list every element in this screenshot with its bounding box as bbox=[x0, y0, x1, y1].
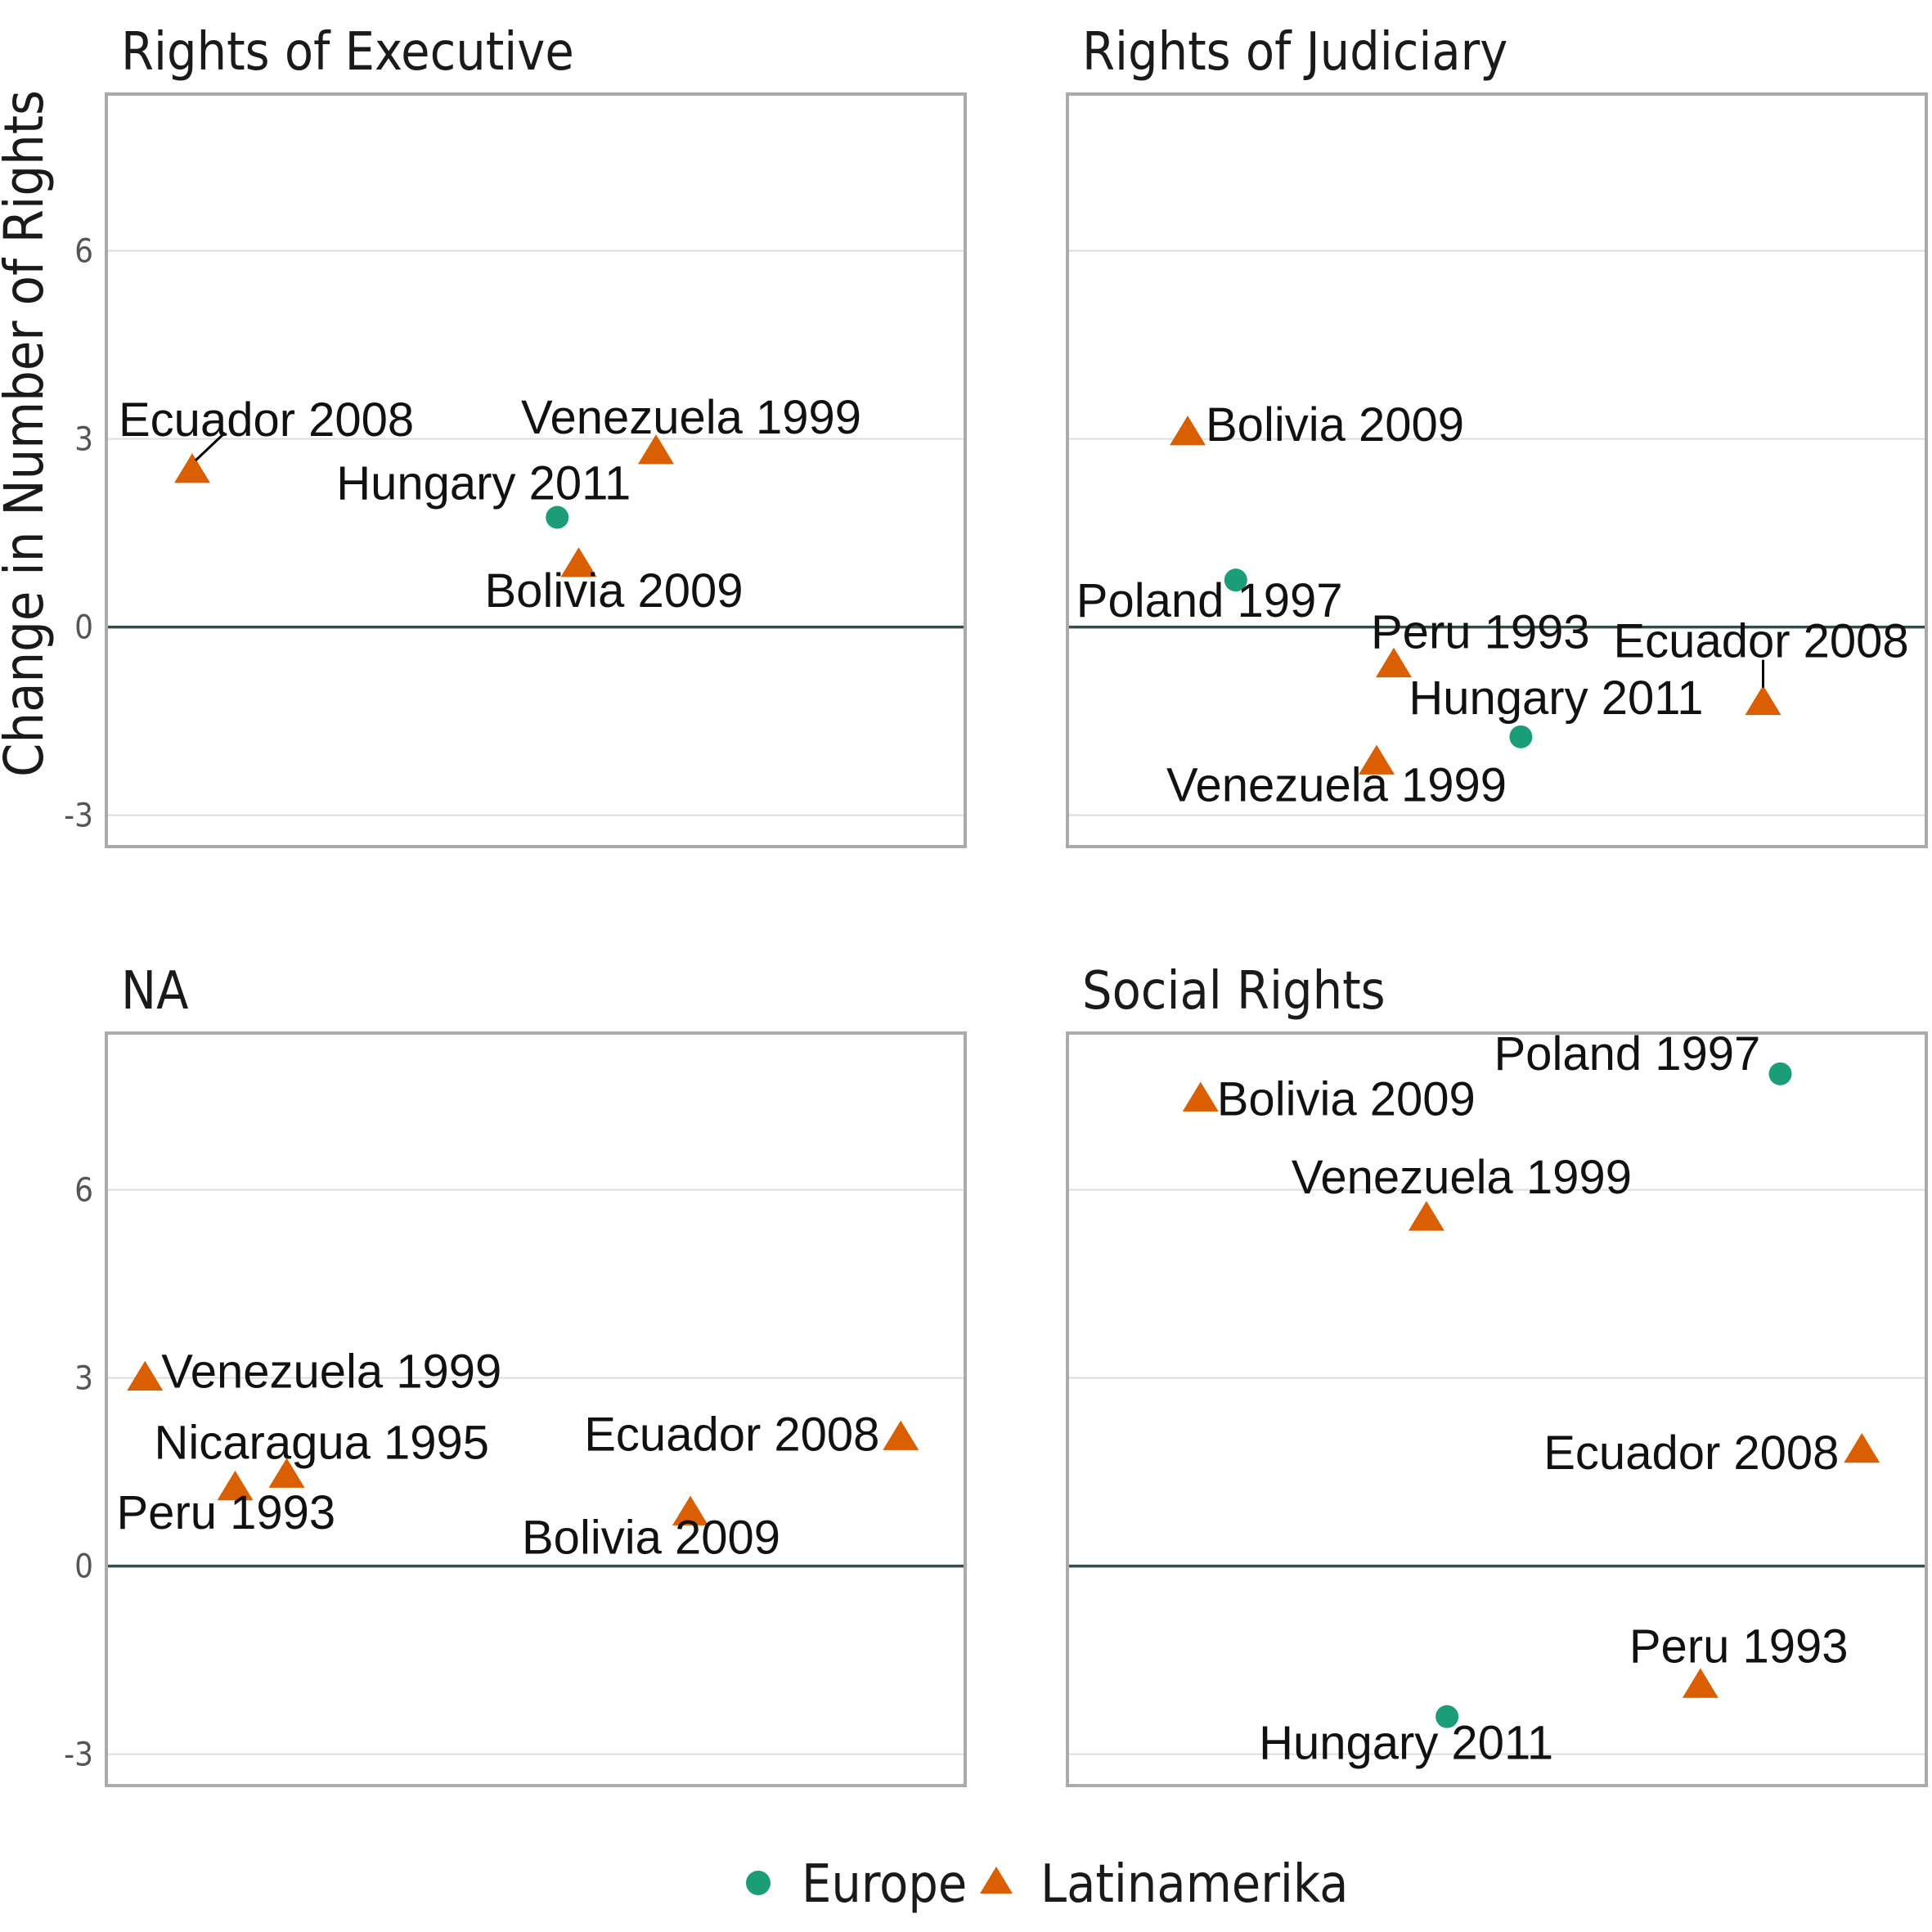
data-point-latinamerika bbox=[1170, 416, 1206, 446]
panel-0: Rights of Executive -3 0 3 6 Ecuador 2008 Vene… bbox=[64, 22, 967, 848]
y-tick-label: 6 bbox=[74, 1172, 93, 1210]
data-point-latinamerika bbox=[1745, 685, 1781, 716]
point-label: Poland 1997 bbox=[1076, 574, 1343, 627]
y-tick-label: 3 bbox=[74, 1360, 93, 1398]
y-tick-label: 3 bbox=[74, 421, 93, 459]
data-point-latinamerika bbox=[1376, 647, 1412, 678]
data-point-europe bbox=[546, 505, 569, 529]
point-label: Hungary 2011 bbox=[336, 457, 631, 510]
data-point-europe bbox=[1224, 568, 1247, 592]
point-label: Nicaragua 1995 bbox=[155, 1417, 490, 1470]
point-label: Peru 1993 bbox=[1629, 1620, 1849, 1673]
data-point-europe bbox=[1509, 725, 1533, 748]
y-axis-label: Change in Number of Rights bbox=[0, 90, 56, 777]
point-label: Bolivia 2009 bbox=[1217, 1073, 1476, 1126]
y-tick-label: 0 bbox=[74, 1548, 93, 1586]
point-label: Ecuador 2008 bbox=[119, 393, 414, 447]
panel-title: Rights of Judiciary bbox=[1082, 22, 1507, 83]
data-point-latinamerika bbox=[560, 547, 597, 577]
panel-frame bbox=[1066, 92, 1928, 848]
data-point-latinamerika bbox=[1682, 1668, 1719, 1698]
data-point-latinamerika bbox=[174, 453, 210, 483]
legend-europe-marker bbox=[746, 1871, 771, 1895]
data-point-latinamerika bbox=[268, 1458, 305, 1488]
point-label: Bolivia 2009 bbox=[522, 1512, 780, 1565]
data-point-latinamerika bbox=[217, 1470, 254, 1501]
data-point-latinamerika bbox=[883, 1420, 919, 1450]
point-label: Peru 1993 bbox=[117, 1486, 336, 1539]
legend: Europe Latinamerika bbox=[746, 1854, 1348, 1915]
point-label: Poland 1997 bbox=[1494, 1027, 1761, 1081]
legend-latinamerika-marker bbox=[980, 1867, 1013, 1894]
panel-frame bbox=[105, 1031, 967, 1787]
data-point-latinamerika bbox=[1844, 1432, 1880, 1463]
label-leader-line bbox=[194, 431, 227, 462]
point-label: Venezuela 1999 bbox=[161, 1346, 501, 1399]
y-tick-label: 6 bbox=[74, 233, 93, 271]
point-label: Ecuador 2008 bbox=[584, 1409, 879, 1462]
point-label: Ecuador 2008 bbox=[1614, 615, 1909, 668]
panel-title: Rights of Executive bbox=[121, 22, 574, 83]
panels: Rights of Executive -3 0 3 6 Ecuador 2008 Vene… bbox=[64, 22, 1928, 1787]
panel-title: Social Rights bbox=[1082, 961, 1386, 1022]
y-tick-label: 0 bbox=[74, 609, 93, 647]
point-label: Hungary 2011 bbox=[1409, 672, 1703, 725]
panel-title: NA bbox=[121, 961, 188, 1022]
legend-latinamerika-label: Latinamerika bbox=[1040, 1854, 1348, 1915]
point-label: Venezuela 1999 bbox=[1166, 759, 1507, 812]
point-label: Venezuela 1999 bbox=[521, 391, 861, 444]
panel-frame bbox=[105, 92, 967, 848]
data-point-latinamerika bbox=[638, 434, 674, 465]
panel-1: Rights of Judiciary Bolivia 2009 Poland 19… bbox=[1066, 22, 1928, 848]
panel-frame bbox=[1066, 1031, 1928, 1787]
point-label: Ecuador 2008 bbox=[1543, 1427, 1839, 1480]
data-point-latinamerika bbox=[127, 1360, 164, 1391]
point-label: Hungary 2011 bbox=[1259, 1717, 1553, 1770]
data-point-latinamerika bbox=[672, 1495, 708, 1525]
data-point-latinamerika bbox=[1408, 1201, 1445, 1231]
y-tick-label: -3 bbox=[64, 798, 93, 835]
data-point-europe bbox=[1436, 1705, 1459, 1728]
panel-3: Social Rights Poland 1997 Bolivia 2009 Vene… bbox=[1066, 961, 1928, 1787]
point-label: Venezuela 1999 bbox=[1292, 1151, 1632, 1204]
legend-europe-label: Europe bbox=[802, 1854, 967, 1915]
point-label: Bolivia 2009 bbox=[485, 564, 744, 618]
panel-2: NA -3 0 3 6 Venezuela 1999 Nicaragua 1995 Peru … bbox=[64, 961, 967, 1787]
data-point-latinamerika bbox=[1359, 744, 1395, 775]
point-label: Bolivia 2009 bbox=[1206, 398, 1464, 452]
data-point-europe bbox=[1768, 1062, 1792, 1085]
y-tick-label: -3 bbox=[64, 1737, 93, 1774]
data-point-latinamerika bbox=[1182, 1081, 1219, 1112]
point-label: Peru 1993 bbox=[1371, 606, 1590, 659]
